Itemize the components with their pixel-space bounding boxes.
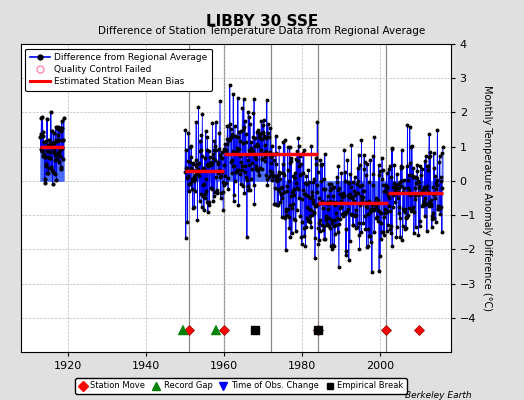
Y-axis label: Monthly Temperature Anomaly Difference (°C): Monthly Temperature Anomaly Difference (… [482,85,492,311]
Legend: Difference from Regional Average, Quality Control Failed, Estimated Station Mean: Difference from Regional Average, Qualit… [26,48,212,91]
Text: Difference of Station Temperature Data from Regional Average: Difference of Station Temperature Data f… [99,26,425,36]
Text: Berkeley Earth: Berkeley Earth [405,391,472,400]
Legend: Station Move, Record Gap, Time of Obs. Change, Empirical Break: Station Move, Record Gap, Time of Obs. C… [75,378,407,394]
Text: LIBBY 30 SSE: LIBBY 30 SSE [206,14,318,29]
